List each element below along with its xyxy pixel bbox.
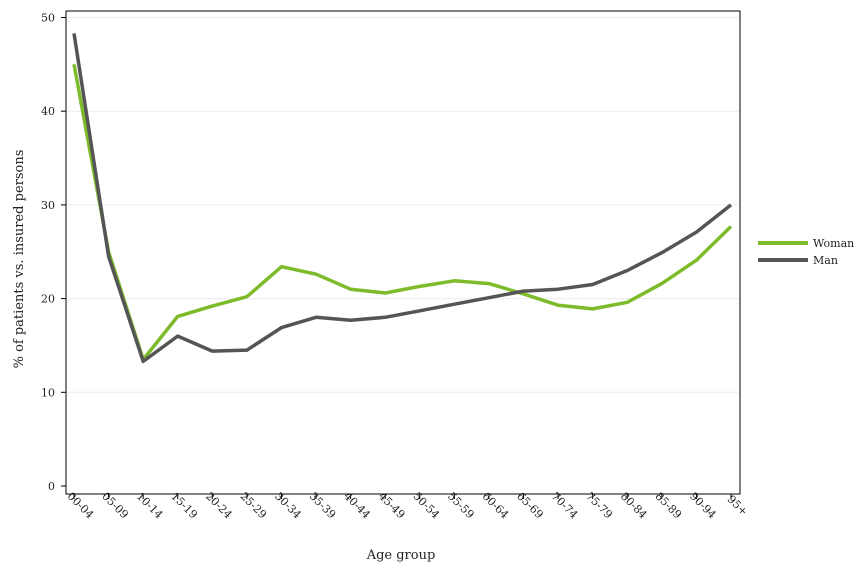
series-line-man	[72, 33, 733, 364]
y-axis-title: % of patients vs. insured persons	[12, 150, 27, 369]
legend-label-man: Man	[813, 254, 838, 267]
x-tick-label: 95+	[725, 493, 751, 519]
x-axis-title: Age group	[366, 548, 436, 563]
legend: Woman Man	[758, 237, 854, 267]
legend-label-woman: Woman	[813, 237, 854, 250]
y-tick-label: 40	[41, 105, 55, 118]
y-tick-label: 50	[41, 12, 55, 25]
y-tick-label: 30	[41, 199, 55, 212]
series-layer	[72, 33, 733, 364]
series-line-woman	[72, 63, 733, 362]
y-tick-label: 0	[48, 480, 55, 493]
plot-frame	[65, 10, 741, 495]
grid-layer	[67, 17, 739, 393]
y-tick-label: 20	[41, 293, 55, 306]
y-axis: 0 10 20 30 40 50	[41, 12, 66, 493]
y-tick-label: 10	[41, 386, 55, 399]
